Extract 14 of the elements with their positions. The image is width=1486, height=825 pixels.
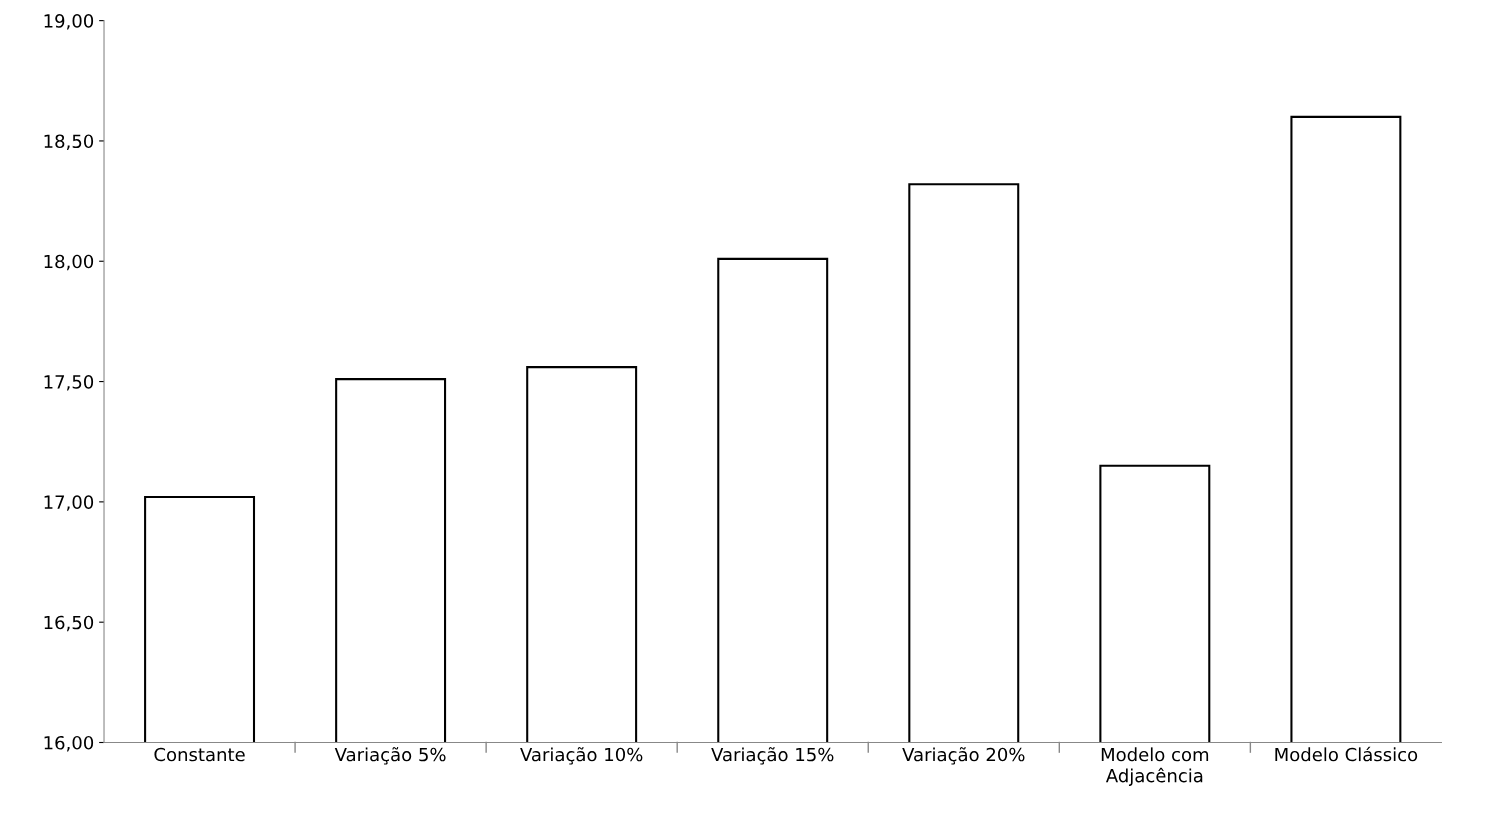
x-tick-label: Modelo com Adjacência	[1101, 747, 1209, 786]
x-tick-label: Variação 10%	[520, 747, 643, 765]
y-tick-label: 16,50	[44, 615, 94, 632]
y-tick-label: 18,50	[44, 134, 94, 150]
y-tick-label: 19,00	[44, 14, 94, 30]
y-tick-label: 18,00	[44, 254, 94, 271]
x-tick-label: Variação 5%	[334, 747, 446, 765]
y-tick-label: 17,00	[44, 495, 94, 511]
x-tick-label: Variação 20%	[902, 747, 1025, 765]
x-tick-label: Constante	[154, 747, 245, 762]
x-tick-label: Modelo Clássico	[1275, 746, 1418, 762]
x-tick-label: Variação 15%	[711, 747, 834, 765]
y-tick-label: 17,50	[44, 375, 94, 391]
y-tick-label: 16,00	[44, 735, 94, 752]
